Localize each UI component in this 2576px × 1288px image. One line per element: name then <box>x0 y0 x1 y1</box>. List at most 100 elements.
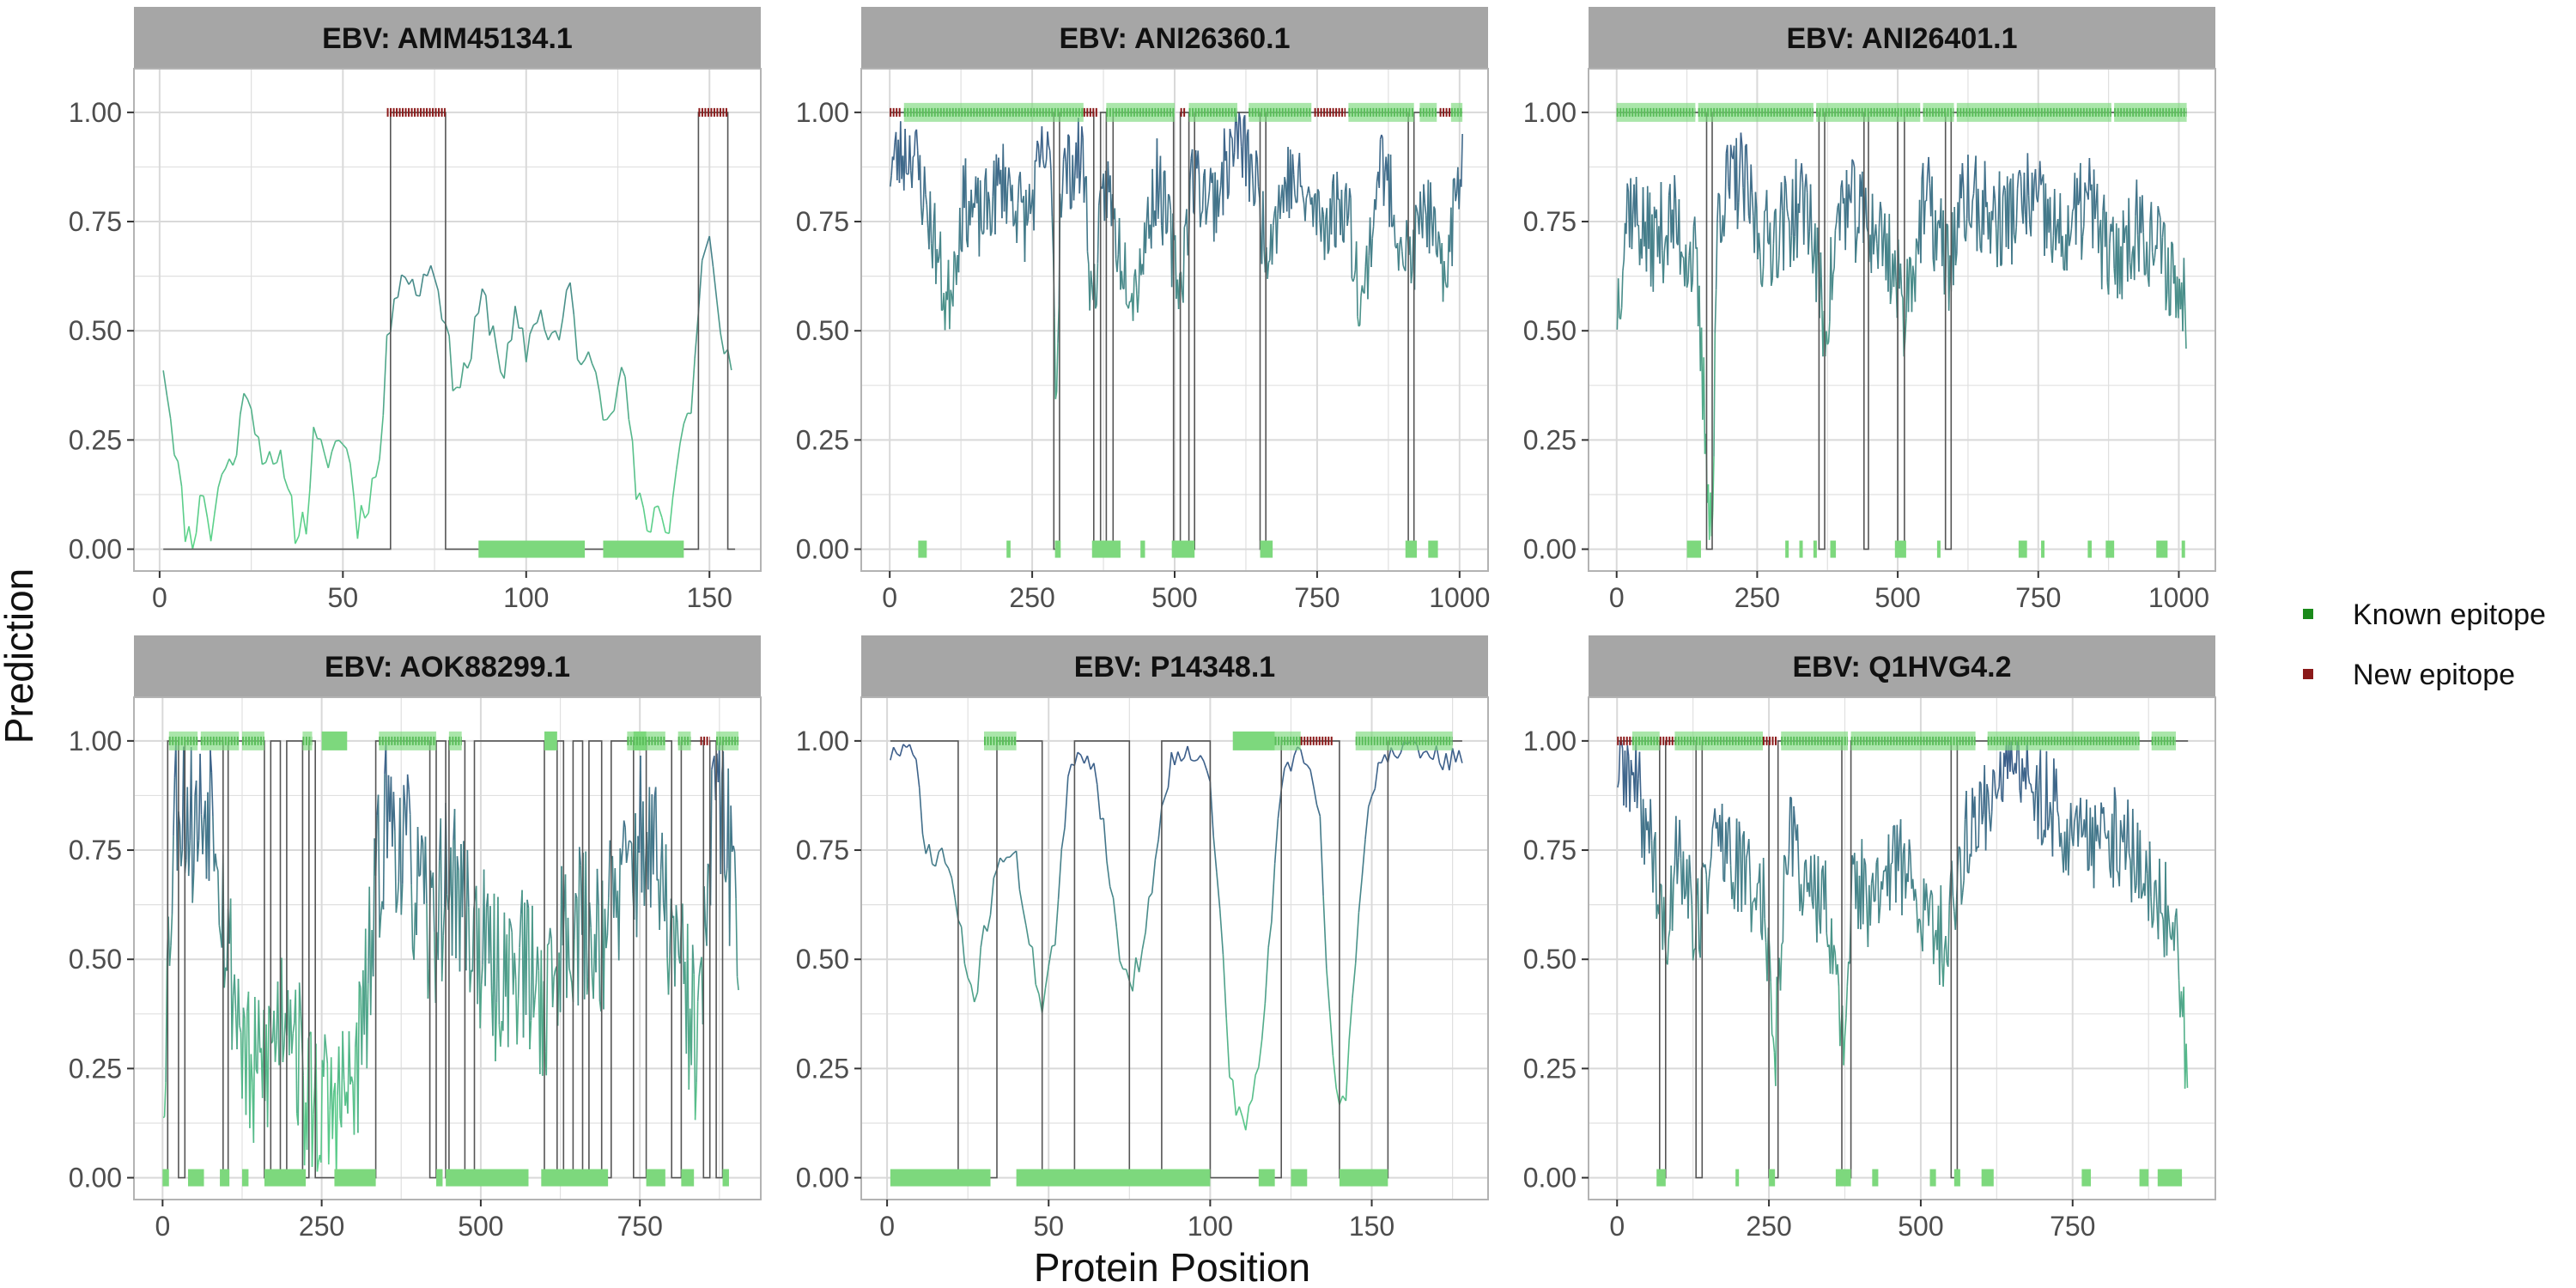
prediction-segment <box>2121 210 2124 300</box>
prediction-segment <box>1398 244 1400 271</box>
prediction-segment <box>1078 170 1082 194</box>
prediction-segment <box>254 997 258 1070</box>
prediction-segment <box>1157 190 1160 219</box>
prediction-segment <box>1312 195 1315 228</box>
prediction-segment <box>1777 255 1780 278</box>
prediction-segment <box>1461 134 1463 187</box>
prediction-segment <box>1802 187 1806 245</box>
panel-background <box>861 697 1488 1200</box>
prediction-segment <box>1907 839 1911 883</box>
prediction-segment <box>325 1048 329 1064</box>
prediction-segment <box>1781 941 1784 945</box>
prediction-segment <box>1680 251 1684 257</box>
prediction-segment <box>1662 896 1666 944</box>
prediction-segment <box>2148 841 2152 897</box>
prediction-segment <box>463 361 469 369</box>
prediction-segment <box>1864 865 1868 905</box>
prediction-segment <box>1971 193 1975 202</box>
prediction-segment <box>500 371 505 380</box>
prediction-segment <box>525 334 531 362</box>
prediction-segment <box>1449 748 1454 771</box>
prediction-segment <box>2084 182 2087 191</box>
prediction-segment <box>586 976 589 995</box>
prediction-segment <box>701 247 707 261</box>
prediction-segment <box>1327 249 1330 254</box>
panel-2: EBV: ANI26360.1 0.00 0.25 0.50 0.75 1.00 0 250 5… <box>796 7 1490 613</box>
prediction-segment <box>1832 945 1836 953</box>
prediction-segment <box>1981 814 1984 825</box>
prediction-segment <box>1724 153 1728 211</box>
prediction-segment <box>1035 984 1040 995</box>
prediction-segment <box>1643 808 1647 865</box>
prediction-segment <box>939 231 943 311</box>
prediction-segment <box>2142 232 2146 276</box>
known-epitope-halo <box>1355 731 1453 750</box>
prediction-segment <box>1151 168 1155 228</box>
prediction-segment <box>162 1115 165 1119</box>
prediction-segment <box>2002 752 2005 802</box>
prediction-segment <box>605 934 609 949</box>
prediction-segment <box>1714 289 1717 333</box>
x-tick-label: 100 <box>503 582 549 613</box>
prediction-segment <box>1835 207 1838 223</box>
prediction-segment <box>988 201 992 236</box>
x-tick-label: 150 <box>687 582 732 613</box>
prediction-segment <box>1323 219 1327 260</box>
prediction-segment <box>1335 172 1338 248</box>
prediction-segment <box>1780 182 1783 211</box>
prediction-segment <box>1316 189 1320 192</box>
prediction-segment <box>232 454 238 466</box>
prediction-segment <box>1713 332 1716 457</box>
known-epitope-halo <box>2114 102 2187 122</box>
prediction-segment <box>1163 787 1170 798</box>
prediction-segment <box>1318 191 1321 223</box>
prediction-segment <box>217 870 221 926</box>
prediction-segment <box>466 358 472 369</box>
prediction-segment <box>1846 961 1850 987</box>
prediction-segment <box>986 914 992 932</box>
prediction-segment <box>675 905 678 923</box>
prediction-segment <box>1235 1106 1241 1116</box>
prediction-segment <box>1918 918 1921 921</box>
prediction-segment <box>2077 818 2081 848</box>
prediction-segment <box>1762 858 1765 919</box>
prediction-segment <box>1862 171 1864 243</box>
prediction-segment <box>1674 175 1677 199</box>
prediction-segment <box>366 983 369 1069</box>
prediction-segment <box>1170 213 1174 288</box>
y-tick-label: 1.00 <box>1523 97 1577 128</box>
prediction-segment <box>1242 1116 1247 1131</box>
prediction-segment <box>1839 1023 1843 1047</box>
prediction-segment <box>1814 854 1817 901</box>
prediction-segment <box>1230 135 1233 139</box>
panel-border <box>860 696 1489 1200</box>
prediction-segment <box>1346 216 1350 227</box>
prediction-segment <box>621 367 626 378</box>
known-epitope-halo <box>716 731 739 750</box>
prediction-segment <box>2168 921 2172 938</box>
known-marker-bottom <box>603 540 684 558</box>
prediction-segment <box>1061 159 1065 194</box>
known-epitope-halo <box>1450 102 1463 122</box>
prediction-segment <box>1775 209 1778 277</box>
prediction-segment <box>214 487 219 514</box>
prediction-segment <box>510 306 516 341</box>
prediction-segment <box>1218 197 1221 217</box>
prediction-segment <box>1996 218 2000 268</box>
panel-border <box>1588 696 2216 1200</box>
panel-background <box>1589 69 2215 571</box>
prediction-segment <box>1458 750 1463 763</box>
prediction-segment <box>1980 783 1984 824</box>
prediction-segment <box>1326 968 1331 1012</box>
prediction-segment <box>1097 205 1100 264</box>
prediction-segment <box>2173 917 2177 951</box>
prediction-segment <box>941 848 946 864</box>
prediction-segment <box>1889 864 1893 911</box>
known-marker-bottom <box>1091 540 1121 558</box>
y-tick-label: 0.75 <box>796 835 849 866</box>
prediction-segment <box>357 981 361 1133</box>
prediction-segment <box>1282 177 1285 213</box>
prediction-segment <box>191 532 197 550</box>
prediction-segment <box>1200 210 1204 215</box>
prediction-segment <box>2175 908 2178 941</box>
